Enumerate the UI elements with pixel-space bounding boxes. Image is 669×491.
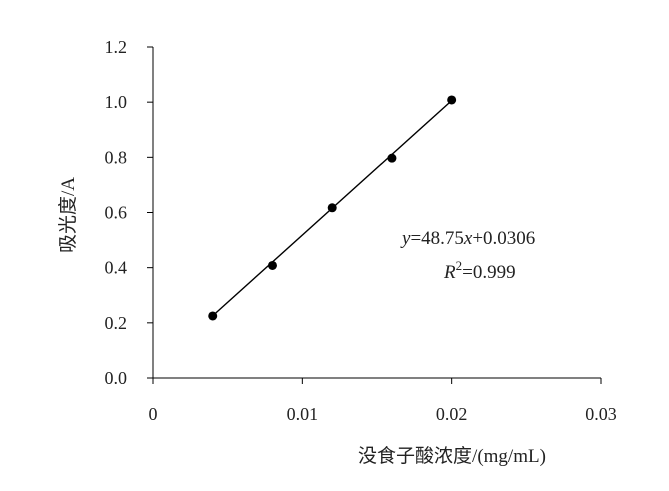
y-tick-label: 0.6	[105, 203, 128, 223]
r-squared-symbol: R	[443, 262, 456, 283]
x-tick-label: 0	[149, 404, 158, 424]
x-tick-label: 0.02	[436, 404, 468, 424]
y-tick-label: 0.8	[105, 147, 128, 167]
r-squared-value: =0.999	[462, 262, 515, 283]
x-axis-title: 没食子酸浓度/(mg/mL)	[358, 445, 546, 467]
y-axis-title: 吸光度/A	[57, 177, 79, 253]
regression-equation: y=48.75x+0.0306	[400, 228, 535, 249]
equation-coefficient: =48.75	[410, 228, 463, 249]
data-point	[327, 203, 337, 213]
axes: 0.0 0.2 0.4 0.6 0.8 1.0 1.2 0 0.01 0.02 0.03	[105, 37, 617, 424]
data-point	[447, 95, 457, 105]
r-squared-power: 2	[456, 258, 463, 273]
data-point	[267, 260, 277, 270]
y-ticks: 0.0 0.2 0.4 0.6 0.8 1.0 1.2	[105, 37, 153, 388]
x-tick-label: 0.01	[287, 404, 319, 424]
y-tick-label: 0.4	[105, 258, 128, 278]
data-point	[387, 153, 397, 163]
y-tick-label: 1.0	[105, 92, 128, 112]
y-tick-label: 0.2	[105, 313, 128, 333]
x-tick-label: 0.03	[585, 404, 617, 424]
data-points	[208, 95, 457, 321]
data-point	[208, 311, 218, 321]
r-squared-label: R2=0.999	[443, 258, 516, 283]
equation-constant: +0.0306	[472, 228, 535, 249]
equation-x-var: x	[463, 228, 473, 249]
equation-y-var: y	[400, 228, 411, 249]
x-ticks: 0 0.01 0.02 0.03	[149, 378, 617, 424]
y-tick-label: 0.0	[105, 368, 128, 388]
y-tick-label: 1.2	[105, 37, 128, 57]
